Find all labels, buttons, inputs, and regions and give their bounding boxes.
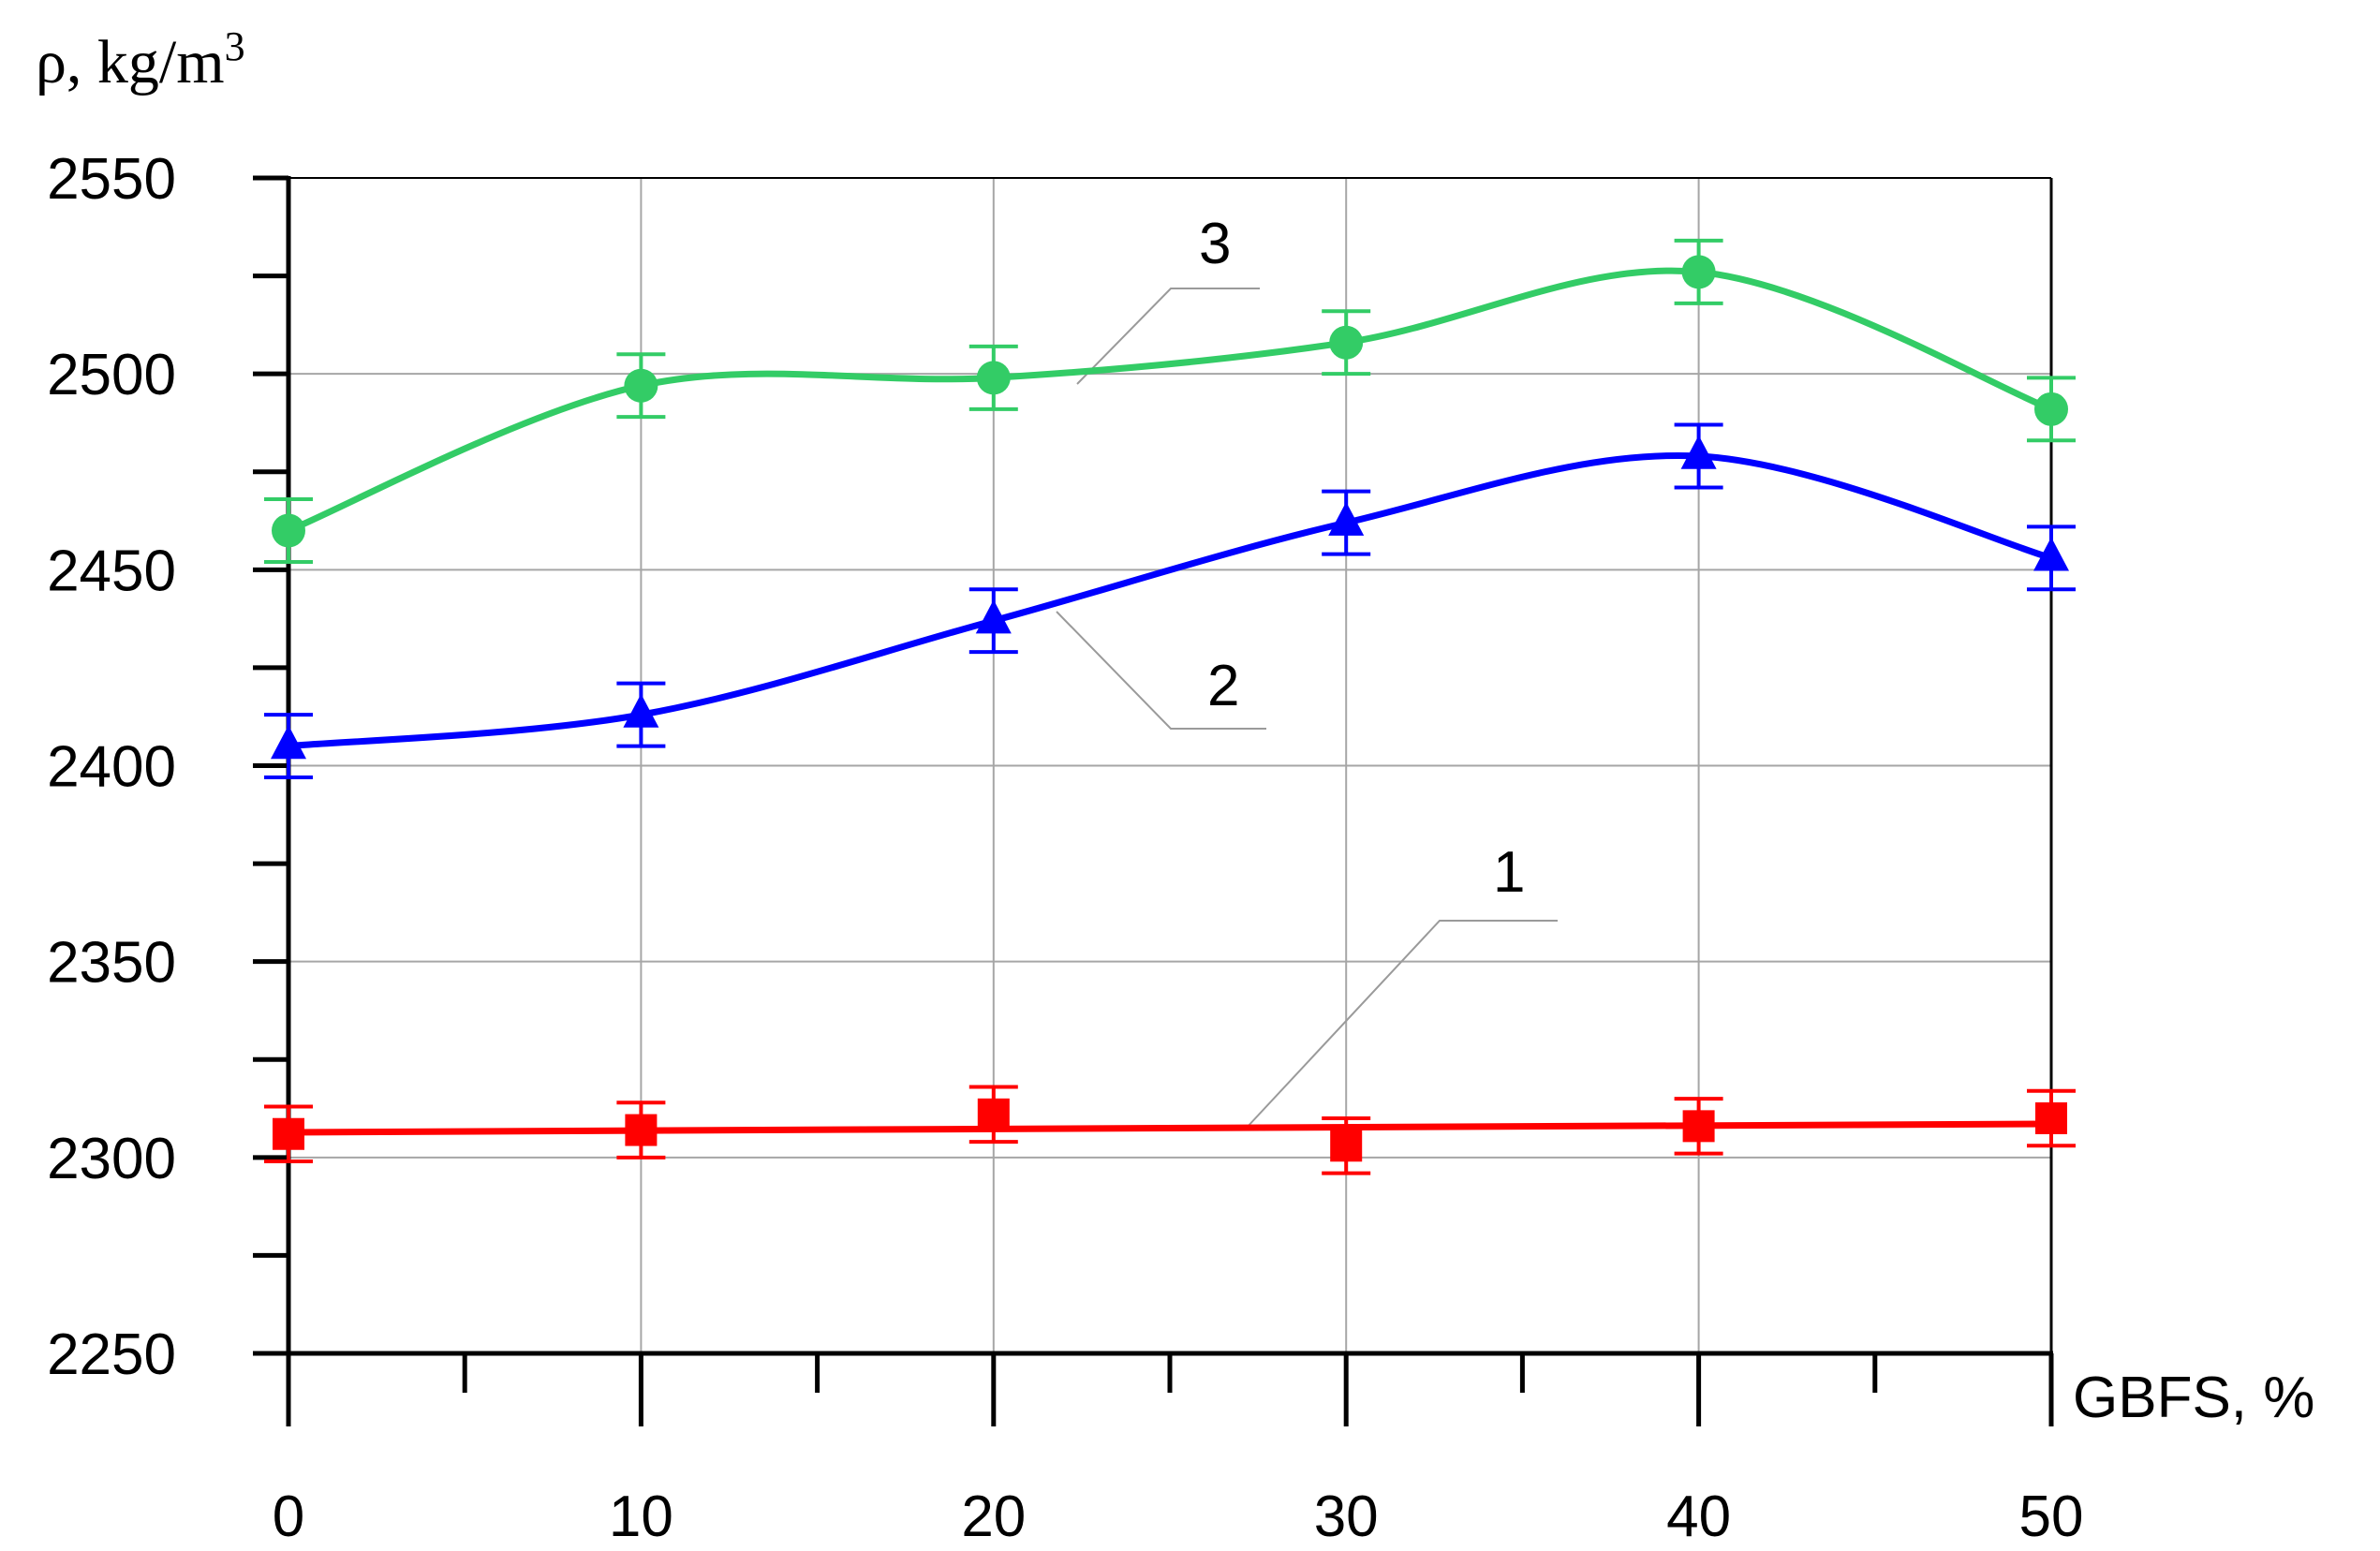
series-2 (264, 422, 2076, 780)
series-2-point-40 (1680, 435, 1717, 469)
series-2-curve (285, 451, 2055, 750)
y-tick-label-2400: 2400 (47, 735, 176, 800)
tick-labels: 2250 2300 2350 2400 2450 2500 2550 0 10 20 30 40 50 (47, 147, 2083, 1549)
series-3-point-50 (2034, 391, 2068, 426)
y-tick-label-2250: 2250 (47, 1322, 176, 1387)
series-2-point-0 (271, 725, 306, 760)
series-3-point-20 (976, 361, 1011, 395)
series-3-point-10 (624, 368, 658, 403)
y-axis-title-sup: 3 (225, 23, 245, 69)
y-tick-label-2300: 2300 (47, 1127, 176, 1191)
series-1-point-10 (625, 1114, 658, 1146)
series-2-point-20 (975, 599, 1012, 634)
x-tick-label-50: 50 (2019, 1485, 2084, 1549)
x-tick-label-10: 10 (609, 1485, 673, 1549)
y-axis-title: ρ, kg/m3 (36, 23, 245, 96)
series-1-point-40 (1682, 1110, 1715, 1143)
x-tick-label-40: 40 (1666, 1485, 1731, 1549)
series-1-point-0 (273, 1117, 304, 1150)
series-3-curve (285, 267, 2055, 534)
x-tick-label-30: 30 (1314, 1485, 1379, 1549)
series-2-point-10 (623, 693, 659, 728)
series-1-point-50 (2035, 1102, 2067, 1134)
series-2-point-50 (2033, 537, 2069, 571)
series-3 (264, 238, 2076, 564)
series-1-point-30 (1330, 1130, 1363, 1162)
leader-3 (1076, 288, 1260, 385)
series-1 (264, 1085, 2076, 1175)
series-label-1: 1 (1493, 840, 1525, 905)
y-tick-label-2350: 2350 (47, 931, 176, 996)
series-label-3: 3 (1199, 212, 1231, 276)
x-tick-label-20: 20 (961, 1485, 1026, 1549)
y-tick-label-2550: 2550 (47, 147, 176, 212)
series-1-fit-line (288, 1120, 2052, 1136)
label-leaders (1056, 288, 1558, 1130)
leader-2 (1056, 611, 1266, 730)
axis-ticks (253, 175, 2054, 1426)
x-axis-title: GBFS, % (2073, 1366, 2314, 1430)
leader-1 (1245, 920, 1558, 1130)
x-tick-label-0: 0 (273, 1485, 304, 1549)
series-layer (264, 238, 2076, 1175)
series-1-point-20 (977, 1098, 1010, 1130)
series-label-2: 2 (1207, 654, 1239, 718)
series-3-point-30 (1329, 325, 1364, 360)
y-tick-label-2500: 2500 (47, 343, 176, 407)
series-3-point-40 (1681, 255, 1716, 289)
series-2-point-30 (1328, 501, 1365, 536)
y-tick-label-2450: 2450 (47, 539, 176, 603)
series-3-point-0 (272, 513, 305, 548)
grid (288, 178, 2051, 1353)
